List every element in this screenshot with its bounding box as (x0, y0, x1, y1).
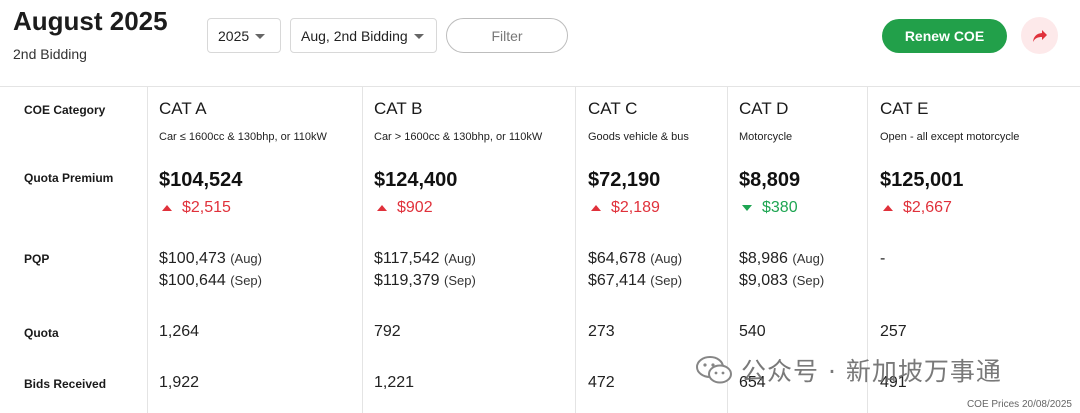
arrow-up-icon (377, 205, 387, 211)
pqp-value: $119,379 (374, 272, 440, 289)
pqp-value: $9,083 (739, 272, 788, 289)
share-arrow-icon (1032, 29, 1047, 42)
cat-a-name: CAT A (159, 99, 207, 118)
cat-c-quota-premium: $72,190 (588, 169, 661, 191)
pqp-month-label: (Aug) (444, 251, 476, 266)
cat-d-name: CAT D (739, 99, 789, 118)
cat-e-quota-premium: $125,001 (880, 169, 964, 191)
footnote: COE Prices 20/08/2025 (966, 399, 1072, 410)
pqp-value: $67,414 (588, 272, 646, 289)
share-button[interactable] (1021, 17, 1058, 54)
cat-d-pqp-sep: $9,083 (Sep) (739, 270, 824, 292)
cat-c-bids-received: 472 (588, 374, 615, 391)
pqp-value: $100,644 (159, 272, 226, 289)
cat-d-quota-premium: $8,809 (739, 169, 801, 191)
cat-b-premium-change: $902 (374, 199, 433, 217)
cat-b-name: CAT B (374, 99, 423, 118)
wechat-icon (696, 356, 732, 384)
arrow-up-icon (162, 205, 172, 211)
pqp-value: $64,678 (588, 250, 646, 267)
chevron-down-icon (413, 34, 424, 39)
cat-e-description: Open - all except motorcycle (880, 131, 1020, 143)
cat-a-premium-change: $2,515 (159, 199, 231, 217)
cat-d-pqp-aug: $8,986 (Aug) (739, 248, 824, 270)
cat-b-pqp-sep: $119,379 (Sep) (374, 270, 476, 292)
chevron-down-icon (255, 34, 266, 39)
cat-a-description: Car ≤ 1600cc & 130bhp, or 110kW (159, 131, 327, 143)
coe-results-table: COE Category Quota Premium PQP Quota Bid… (0, 87, 1080, 413)
cat-c-quota: 273 (588, 323, 615, 340)
cat-c-name: CAT C (588, 99, 638, 118)
cat-b-description: Car > 1600cc & 130bhp, or 110kW (374, 131, 543, 143)
cat-a-quota-premium: $104,524 (159, 169, 243, 191)
row-label-coe-category: COE Category (24, 103, 106, 117)
header-divider (0, 86, 1080, 87)
cat-a-bids-received: 1,922 (159, 374, 200, 391)
cat-a-pqp-aug: $100,473 (Aug) (159, 248, 262, 270)
column-divider (867, 87, 868, 413)
pqp-month-label: (Aug) (792, 251, 825, 266)
column-divider (147, 87, 148, 413)
page-subtitle: 2nd Bidding (13, 46, 87, 62)
cat-d-description: Motorcycle (739, 131, 793, 143)
page-header: August 2025 2nd Bidding 2025 Aug, 2nd Bi… (0, 0, 1080, 86)
year-dropdown-value: 2025 (218, 27, 250, 44)
cat-c-pqp-aug: $64,678 (Aug) (588, 248, 682, 270)
cat-e-name: CAT E (880, 99, 929, 118)
cat-d-premium-change: $380 (739, 199, 798, 217)
cat-e-pqp-aug: - (880, 248, 885, 270)
pqp-value: - (880, 250, 886, 267)
pqp-month-label: (Sep) (650, 273, 683, 288)
arrow-up-icon (883, 205, 893, 211)
arrow-down-icon (742, 205, 752, 211)
row-label-quota: Quota (24, 326, 59, 340)
cat-b-bids-received: 1,221 (374, 374, 415, 391)
pqp-value: $8,986 (739, 250, 788, 267)
page-title: August 2025 (13, 6, 168, 36)
watermark: 公众号 · 新加坡万事通 (695, 352, 1002, 388)
bidding-dropdown[interactable]: Aug, 2nd Bidding (290, 18, 437, 53)
arrow-up-icon (591, 205, 601, 211)
cat-e-bids-received: 491 (880, 374, 907, 391)
bidding-dropdown-value: Aug, 2nd Bidding (301, 27, 408, 44)
pqp-month-label: (Aug) (650, 251, 683, 266)
cat-b-quota: 792 (374, 323, 401, 340)
cat-c-pqp-sep: $67,414 (Sep) (588, 270, 682, 292)
premium-change-value: $902 (397, 199, 433, 216)
cat-c-premium-change: $2,189 (588, 199, 660, 217)
pqp-value: $117,542 (374, 250, 440, 267)
pqp-month-label: (Sep) (230, 273, 262, 288)
premium-change-value: $2,189 (611, 199, 660, 216)
premium-change-value: $2,667 (903, 199, 952, 216)
cat-d-quota: 540 (739, 323, 766, 340)
watermark-text: 公众号 · 新加坡万事通 (741, 357, 1002, 386)
column-divider (575, 87, 576, 413)
cat-b-pqp-aug: $117,542 (Aug) (374, 248, 476, 270)
pqp-month-label: (Sep) (792, 273, 825, 288)
pqp-value: $100,473 (159, 250, 226, 267)
row-label-bids-received: Bids Received (24, 377, 107, 391)
cat-e-premium-change: $2,667 (880, 199, 952, 217)
column-divider (727, 87, 728, 413)
column-divider (362, 87, 363, 413)
filter-input[interactable] (446, 18, 568, 53)
cat-c-description: Goods vehicle & bus (588, 131, 689, 143)
renew-coe-button[interactable]: Renew COE (882, 19, 1007, 53)
cat-a-pqp-sep: $100,644 (Sep) (159, 270, 262, 292)
cat-b-quota-premium: $124,400 (374, 169, 458, 191)
premium-change-value: $2,515 (182, 199, 231, 216)
premium-change-value: $380 (762, 199, 798, 216)
cat-d-bids-received: 654 (739, 374, 766, 391)
pqp-month-label: (Sep) (444, 273, 476, 288)
cat-a-quota: 1,264 (159, 323, 200, 340)
pqp-month-label: (Aug) (230, 251, 262, 266)
cat-e-quota: 257 (880, 323, 907, 340)
row-label-pqp: PQP (24, 252, 50, 266)
year-dropdown[interactable]: 2025 (207, 18, 281, 53)
row-label-quota-premium: Quota Premium (24, 171, 114, 185)
